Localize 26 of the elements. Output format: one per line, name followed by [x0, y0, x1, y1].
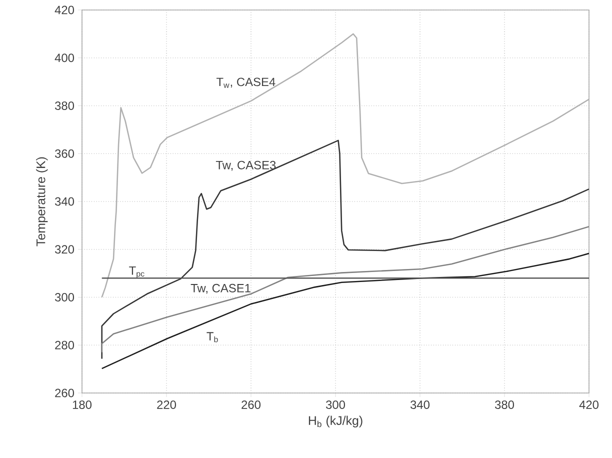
series-label: T$_{pc}$ — [129, 266, 144, 278]
y-tick-label: 360 — [54, 149, 74, 158]
x-tick-label: 420 — [579, 400, 599, 409]
y-axis-title: Temperature (K) — [36, 157, 48, 246]
x-tick-label: 220 — [157, 400, 176, 409]
series-label: Tw, CASE1 — [190, 284, 250, 294]
y-tick-label: 400 — [54, 54, 74, 62]
y-tick-label: 380 — [54, 102, 74, 110]
line-series — [101, 226, 590, 353]
y-tick-label: 320 — [54, 245, 74, 254]
y-tick-label: 340 — [54, 197, 74, 206]
y-tick-label: 260 — [55, 388, 74, 398]
series-label: Tw, CASE3 — [216, 160, 276, 171]
x-axis-title: H$_{b}$ (kJ/kg) — [308, 416, 362, 428]
y-tick-label: 420 — [54, 6, 74, 14]
series-label: T$_{w}$, CASE4 — [216, 78, 276, 88]
y-tick-label: 280 — [55, 340, 74, 350]
x-tick-label: 380 — [494, 400, 514, 409]
x-tick-label: 300 — [326, 400, 346, 409]
x-tick-label: 260 — [242, 400, 261, 409]
x-tick-label: 340 — [410, 400, 430, 409]
line-series — [101, 252, 590, 370]
line-series — [101, 140, 590, 360]
x-tick-label: 180 — [72, 400, 92, 409]
y-tick-label: 300 — [54, 293, 74, 302]
series-label: T$_{b}$ — [206, 332, 218, 342]
